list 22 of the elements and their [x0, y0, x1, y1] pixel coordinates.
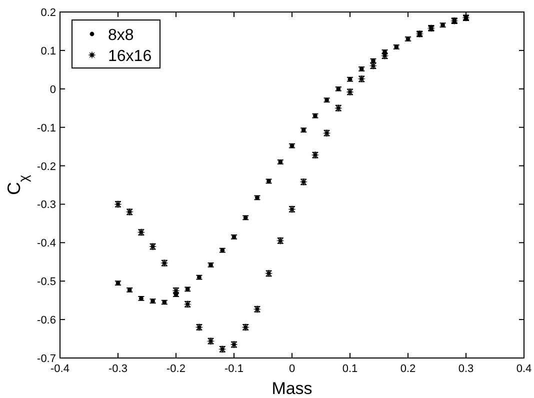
- x-tick-label: -0.4: [50, 363, 70, 375]
- y-tick-label: -0.2: [37, 160, 56, 173]
- x-tick-label: 0.2: [400, 363, 416, 375]
- x-axis-title: Mass: [272, 379, 312, 398]
- y-tick-label: -0.3: [37, 199, 56, 212]
- y-tick-label: 0: [50, 84, 56, 96]
- x-tick-label: 0.4: [516, 363, 532, 375]
- y-tick-label: -0.4: [37, 238, 56, 250]
- y-tick-label: -0.5: [37, 276, 56, 288]
- y-tick-label: -0.6: [37, 314, 56, 327]
- legend-label: 16x16: [108, 48, 152, 65]
- x-tick-label: 0.3: [458, 363, 474, 375]
- x-tick-label: 0: [288, 363, 296, 375]
- y-tick-label: 0.2: [40, 7, 56, 19]
- y-tick-label: -0.7: [37, 353, 56, 365]
- x-tick-label: -0.3: [108, 363, 128, 375]
- x-tick-label: 0.1: [342, 363, 358, 375]
- x-tick-label: -0.2: [166, 363, 186, 375]
- y-tick-label: 0.1: [40, 45, 56, 58]
- y-tick-label: -0.1: [37, 122, 56, 134]
- legend-label: 8x8: [108, 27, 134, 44]
- x-tick-label: -0.1: [224, 363, 244, 375]
